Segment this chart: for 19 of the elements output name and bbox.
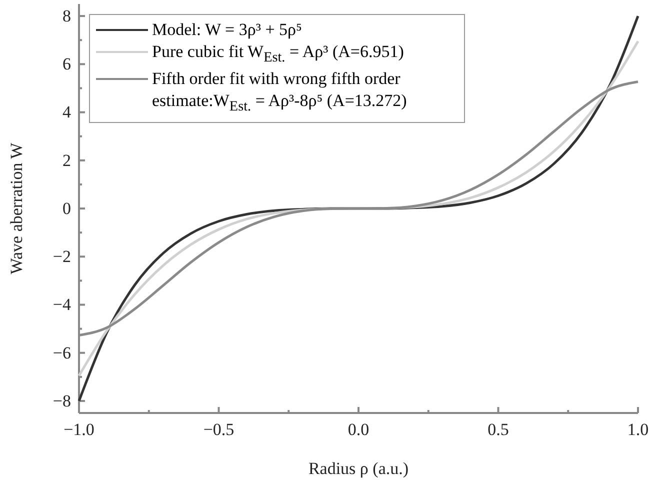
y-tick-label: 8	[62, 6, 71, 26]
y-tick-label: −6	[52, 343, 71, 362]
y-tick-label: 0	[62, 198, 71, 218]
x-tick-label: 0.0	[348, 420, 370, 440]
y-tick-label: 2	[62, 150, 71, 170]
y-tick-label: −2	[52, 247, 71, 266]
legend-label: Fifth order fit with wrong fifth order estimate:W$_{Est.}$ = Aρ³-8ρ⁵ (A=13.272)	[152, 68, 408, 117]
x-tick-label: −1.0	[64, 420, 94, 440]
legend-label: Pure cubic fit W$_{Est.}$ = Aρ³ (A=6.951)	[152, 41, 404, 68]
legend-label: Model: W = 3ρ³ + 5ρ⁵	[152, 19, 302, 41]
x-tick-label: −0.5	[203, 420, 234, 440]
x-tick-label: 0.5	[488, 420, 509, 440]
x-tick-label: 1.0	[627, 420, 649, 440]
y-tick-label: 6	[62, 54, 71, 74]
y-tick-label: −4	[52, 295, 72, 314]
y-tick-label: −8	[52, 391, 71, 410]
x-axis-title: Radius ρ (a.u.)	[308, 459, 409, 478]
y-tick-label: 4	[62, 102, 72, 122]
y-axis-title: Wave aberration W	[7, 142, 26, 274]
